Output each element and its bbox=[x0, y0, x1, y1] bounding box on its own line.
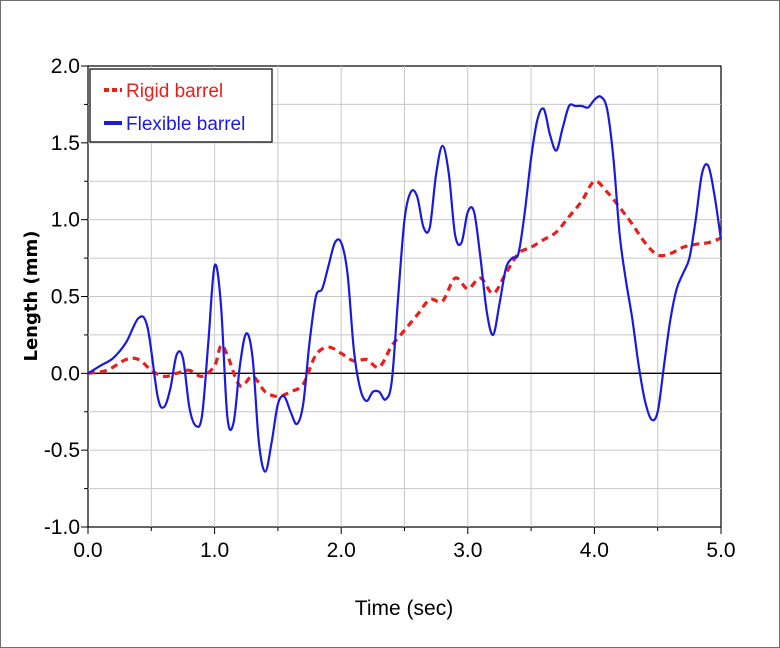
x-axis-title: Time (sec) bbox=[355, 597, 453, 620]
y-axis-title: Length (mm) bbox=[21, 230, 42, 361]
x-tick-label: 1.0 bbox=[200, 539, 229, 562]
y-tick-label: -1.0 bbox=[44, 516, 80, 539]
y-tick-label: 1.0 bbox=[51, 209, 80, 232]
legend-label-flexible: Flexible barrel bbox=[126, 114, 245, 135]
y-tick-label: 1.5 bbox=[51, 132, 80, 155]
tick-labels: 0.0 1.0 2.0 3.0 4.0 5.0 2.0 1.5 1.0 0.5 0.0 -0.5 -1.… bbox=[44, 55, 736, 562]
x-tick-label: 3.0 bbox=[453, 539, 482, 562]
gridlines bbox=[88, 66, 721, 527]
y-tick-label: 0.5 bbox=[51, 286, 80, 309]
y-tick-label: 2.0 bbox=[51, 55, 80, 78]
series-line-flexible-barrel bbox=[87, 95, 723, 473]
y-tick-label: 0.0 bbox=[51, 362, 80, 385]
x-tick-label: 2.0 bbox=[327, 539, 356, 562]
x-tick-label: 0.0 bbox=[73, 539, 102, 562]
legend-label-rigid: Rigid barrel bbox=[126, 81, 223, 102]
y-tick-label: -0.5 bbox=[44, 439, 80, 462]
series-layer bbox=[87, 95, 723, 473]
x-tick-label: 4.0 bbox=[580, 539, 609, 562]
legend: Rigid barrel Flexible barrel bbox=[89, 68, 273, 143]
x-tick-label: 5.0 bbox=[706, 539, 735, 562]
legend-box bbox=[89, 68, 273, 143]
ticks bbox=[81, 65, 722, 534]
